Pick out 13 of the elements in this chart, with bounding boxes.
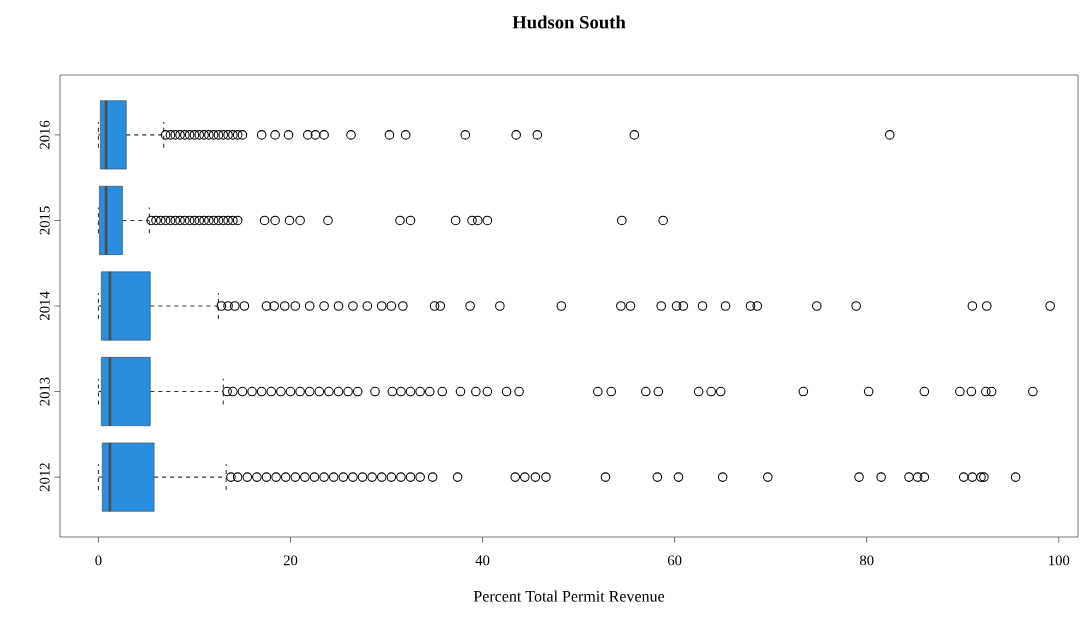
y-tick-label: 2012 [39,463,50,492]
x-tick-label: 20 [283,555,298,566]
x-tick-label: 100 [1049,555,1070,566]
y-tick-label: 2015 [39,206,50,235]
x-tick-label: 0 [95,555,102,566]
x-tick-label: 80 [859,555,874,566]
x-tick-label: 40 [475,555,490,566]
x-axis-title: Percent Total Permit Revenue [473,590,665,602]
y-tick-label: 2013 [39,377,50,406]
y-tick-label: 2014 [39,291,50,321]
y-tick-label: 2016 [39,120,50,149]
chart-title: Hudson South [512,15,626,29]
x-tick-label: 60 [667,555,682,566]
